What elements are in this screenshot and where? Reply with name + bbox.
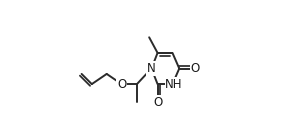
- Text: O: O: [190, 62, 200, 75]
- Text: O: O: [153, 96, 162, 109]
- Text: N: N: [147, 62, 156, 75]
- Text: O: O: [117, 78, 126, 91]
- Text: NH: NH: [165, 78, 183, 91]
